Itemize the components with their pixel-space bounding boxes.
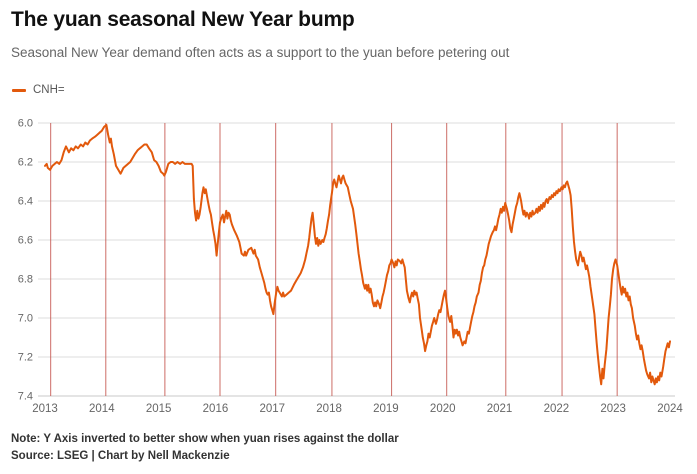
footer-source: Source: LSEG | Chart by Nell Mackenzie bbox=[11, 450, 230, 462]
x-tick-label: 2019 bbox=[373, 403, 399, 415]
y-tick-label: 6.6 bbox=[18, 235, 33, 247]
y-gridlines bbox=[38, 122, 675, 397]
x-tick-label: 2015 bbox=[146, 403, 172, 415]
x-axis-labels: 2013 2014 2015 2016 2017 2018 2019 2020 2021 2022… bbox=[32, 403, 683, 415]
page-subtitle: Seasonal New Year demand often acts as a… bbox=[11, 45, 510, 60]
x-tick-label: 2018 bbox=[316, 403, 342, 415]
x-tick-label: 2023 bbox=[600, 403, 626, 415]
line-chart: 6.0 6.2 6.4 6.6 6.8 7.0 7.2 7.4 2013 2014 2015 2016… bbox=[0, 108, 697, 420]
y-tick-label: 6.0 bbox=[18, 118, 33, 130]
x-tick-label: 2017 bbox=[259, 403, 285, 415]
footer-note: Note: Y Axis inverted to better show whe… bbox=[11, 433, 399, 445]
legend-series-label: CNH= bbox=[33, 84, 65, 96]
legend: CNH= bbox=[12, 84, 65, 96]
x-tick-label: 2022 bbox=[544, 403, 570, 415]
x-tick-label: 2016 bbox=[203, 403, 229, 415]
y-tick-label: 7.4 bbox=[18, 391, 33, 403]
y-tick-label: 7.2 bbox=[18, 352, 33, 364]
legend-line-swatch-icon bbox=[12, 88, 26, 92]
new-year-event-lines bbox=[50, 123, 618, 396]
x-tick-label: 2014 bbox=[89, 403, 115, 415]
y-tick-label: 6.8 bbox=[18, 274, 33, 286]
page-title: The yuan seasonal New Year bump bbox=[11, 8, 355, 31]
y-tick-label: 6.2 bbox=[18, 157, 33, 169]
chart-footer: Note: Y Axis inverted to better show whe… bbox=[11, 431, 399, 465]
cnh-series-line bbox=[44, 123, 671, 386]
y-tick-label: 7.0 bbox=[18, 313, 33, 325]
x-tick-label: 2013 bbox=[32, 403, 58, 415]
x-tick-label: 2024 bbox=[657, 403, 683, 415]
y-tick-label: 6.4 bbox=[18, 196, 33, 208]
x-tick-label: 2020 bbox=[430, 403, 456, 415]
x-tick-label: 2021 bbox=[487, 403, 513, 415]
y-axis-labels: 6.0 6.2 6.4 6.6 6.8 7.0 7.2 7.4 bbox=[18, 118, 33, 403]
